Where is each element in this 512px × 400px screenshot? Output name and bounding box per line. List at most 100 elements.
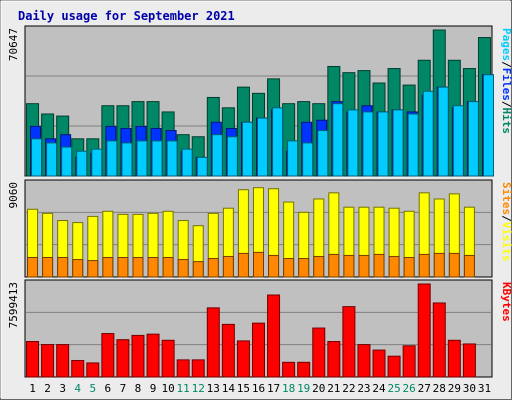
side-label-pages: Pages xyxy=(500,28,512,61)
side-label-files: Files xyxy=(500,68,512,101)
side-label-separator: / xyxy=(500,61,512,68)
bar-hits-pages-day-23 xyxy=(362,111,374,177)
side-label-visits: Visits xyxy=(500,222,512,262)
bar-visits-sites-day-13 xyxy=(207,258,219,278)
bar-hits-pages-day-12 xyxy=(196,156,208,177)
bar-kbytes-kbytes-day-27 xyxy=(417,283,431,378)
x-tick-label-day-21: 21 xyxy=(327,382,340,395)
bar-kbytes-kbytes-day-1 xyxy=(26,341,40,378)
x-tick-label-day-12: 12 xyxy=(192,382,205,395)
bar-kbytes-kbytes-day-17 xyxy=(267,294,281,378)
x-tick-label-day-20: 20 xyxy=(312,382,325,395)
bar-visits-sites-day-7 xyxy=(117,256,129,278)
bar-visits-sites-day-15 xyxy=(237,252,249,278)
panel-visits: 9060 Sites/Visits xyxy=(7,179,512,278)
bar-visits-sites-day-21 xyxy=(328,253,340,278)
bar-kbytes-kbytes-day-23 xyxy=(357,344,371,378)
bar-kbytes-kbytes-day-20 xyxy=(312,327,326,378)
bar-visits-sites-day-2 xyxy=(42,256,54,278)
bar-kbytes-kbytes-day-22 xyxy=(342,306,356,378)
x-tick-label-day-1: 1 xyxy=(29,382,36,395)
bar-hits-pages-day-10 xyxy=(166,140,178,177)
x-tick-label-day-9: 9 xyxy=(150,382,157,395)
bar-kbytes-kbytes-day-30 xyxy=(462,343,476,378)
bar-hits-pages-day-30 xyxy=(467,101,479,177)
bar-kbytes-kbytes-day-24 xyxy=(372,349,386,378)
x-tick-label-day-17: 17 xyxy=(267,382,280,395)
bar-hits-pages-day-31 xyxy=(482,74,494,177)
bar-visits-sites-day-9 xyxy=(147,256,159,278)
x-tick-label-day-11: 11 xyxy=(177,382,190,395)
bar-hits-pages-day-29 xyxy=(452,105,464,177)
x-tick-label-day-19: 19 xyxy=(297,382,310,395)
x-tick-label-day-2: 2 xyxy=(44,382,51,395)
bar-kbytes-kbytes-day-10 xyxy=(161,339,175,378)
bar-visits-sites-day-23 xyxy=(358,254,370,278)
bar-kbytes-kbytes-day-2 xyxy=(41,344,55,378)
x-tick-label-day-23: 23 xyxy=(357,382,370,395)
x-tick-label-day-10: 10 xyxy=(161,382,174,395)
bar-visits-sites-day-27 xyxy=(418,253,430,278)
bar-kbytes-kbytes-day-7 xyxy=(116,339,130,378)
bar-hits-pages-day-19 xyxy=(302,142,314,177)
bar-hits-pages-day-6 xyxy=(106,140,118,177)
bar-hits-pages-day-24 xyxy=(377,111,389,177)
x-tick-label-day-18: 18 xyxy=(282,382,295,395)
bar-kbytes-kbytes-day-3 xyxy=(56,344,70,378)
bar-visits-sites-day-6 xyxy=(102,256,114,278)
bar-hits-pages-day-4 xyxy=(76,150,88,177)
x-tick-label-day-22: 22 xyxy=(342,382,355,395)
bar-hits-pages-day-5 xyxy=(91,148,103,177)
bar-visits-sites-day-17 xyxy=(268,254,280,278)
x-tick-label-day-5: 5 xyxy=(89,382,96,395)
x-tick-label-day-26: 26 xyxy=(403,382,416,395)
x-tick-label-day-24: 24 xyxy=(372,382,386,395)
x-tick-label-day-15: 15 xyxy=(237,382,250,395)
bar-hits-pages-day-20 xyxy=(317,130,329,177)
bar-hits-pages-day-16 xyxy=(257,117,268,177)
bar-kbytes-kbytes-day-29 xyxy=(447,339,461,378)
x-tick-label-day-29: 29 xyxy=(448,382,461,395)
bar-hits-pages-day-18 xyxy=(287,140,299,177)
bar-kbytes-kbytes-day-28 xyxy=(432,302,446,378)
bar-kbytes-kbytes-day-16 xyxy=(252,322,265,378)
bar-visits-sites-day-16 xyxy=(253,251,264,278)
bar-kbytes-kbytes-day-25 xyxy=(387,355,401,378)
bar-visits-sites-day-28 xyxy=(433,252,445,278)
bar-hits-pages-day-17 xyxy=(272,107,284,177)
bar-kbytes-kbytes-day-4 xyxy=(71,359,85,378)
panel-kbytes: 7599413 KBytes xyxy=(7,279,512,378)
x-tick-label-day-16: 16 xyxy=(252,382,265,395)
side-label-separator: / xyxy=(500,101,512,108)
x-tick-label-day-6: 6 xyxy=(105,382,112,395)
bar-visits-sites-day-12 xyxy=(192,261,204,278)
bar-hits-pages-day-13 xyxy=(211,134,223,177)
x-tick-label-day-25: 25 xyxy=(387,382,400,395)
bar-hits-pages-day-15 xyxy=(241,121,253,177)
bar-hits-pages-day-25 xyxy=(392,109,404,177)
x-tick-label-day-4: 4 xyxy=(74,382,81,395)
bar-kbytes-kbytes-day-13 xyxy=(206,307,220,378)
bar-kbytes-kbytes-day-21 xyxy=(327,341,341,378)
bar-hits-pages-day-1 xyxy=(31,138,43,177)
bar-hits-pages-day-26 xyxy=(407,113,419,177)
x-tick-label-day-27: 27 xyxy=(418,382,431,395)
side-label-sites: Sites xyxy=(500,182,512,215)
x-tick-label-day-7: 7 xyxy=(120,382,127,395)
bar-visits-sites-day-25 xyxy=(388,255,400,278)
x-tick-label-day-30: 30 xyxy=(463,382,476,395)
side-label-separator: / xyxy=(500,215,512,222)
bar-kbytes-kbytes-day-5 xyxy=(86,362,100,378)
panel-hits-max-label: 70647 xyxy=(7,28,20,61)
panel-kbytes-max-label: 7599413 xyxy=(7,282,20,328)
panel-visits-side-labels: Sites/Visits xyxy=(500,182,512,262)
bar-visits-sites-day-14 xyxy=(222,255,234,278)
bar-visits-sites-day-11 xyxy=(177,259,189,278)
x-tick-label-day-28: 28 xyxy=(433,382,446,395)
bar-visits-sites-day-18 xyxy=(283,258,295,278)
bar-hits-pages-day-8 xyxy=(136,140,148,177)
bar-kbytes-kbytes-day-12 xyxy=(191,359,205,378)
side-label-hits: Hits xyxy=(500,108,512,135)
